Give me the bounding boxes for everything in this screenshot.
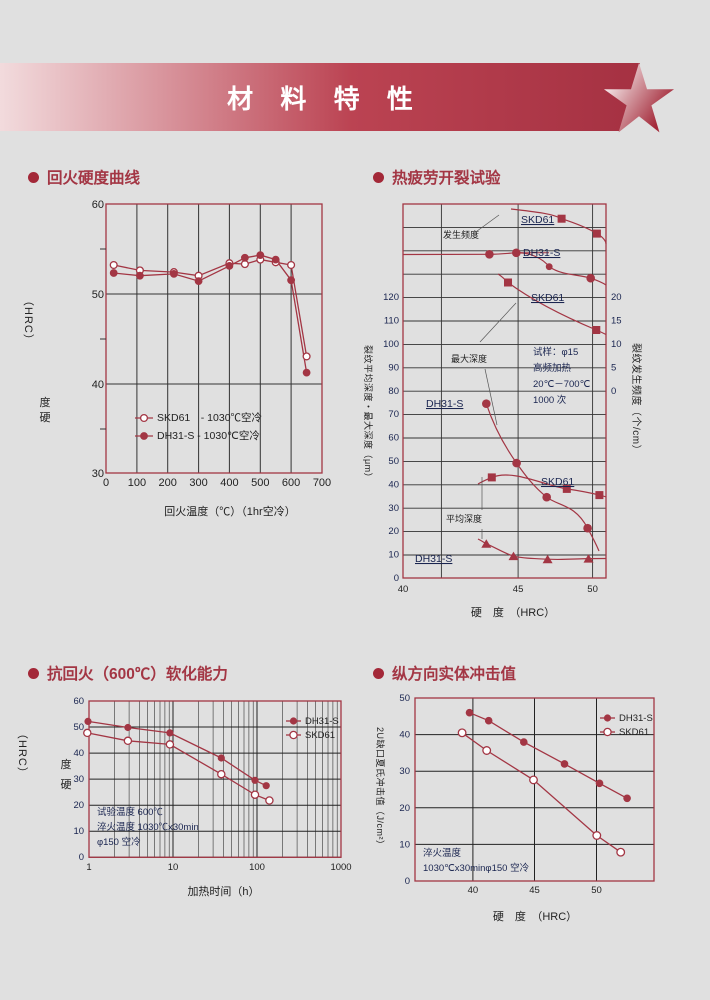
svg-text:600: 600	[282, 477, 300, 489]
svg-text:60: 60	[73, 695, 84, 706]
svg-text:SKD61: SKD61	[521, 214, 554, 226]
svg-text:10: 10	[611, 339, 622, 350]
svg-text:100: 100	[249, 861, 265, 872]
svg-text:30: 30	[399, 766, 410, 777]
svg-text:90: 90	[388, 362, 399, 373]
svg-text:1030℃x30minφ150 空冷: 1030℃x30minφ150 空冷	[423, 862, 530, 874]
svg-text:45: 45	[513, 584, 524, 595]
svg-text:DH31-S: DH31-S	[619, 713, 653, 724]
svg-text:试验温度 600℃: 试验温度 600℃	[97, 805, 163, 817]
svg-text:10: 10	[167, 861, 178, 872]
svg-text:φ150 空冷: φ150 空冷	[97, 835, 141, 847]
svg-text:10: 10	[399, 839, 410, 850]
svg-text:30: 30	[73, 773, 84, 784]
svg-text:10: 10	[388, 550, 399, 561]
svg-text:淬火温度 1030℃x30min: 淬火温度 1030℃x30min	[97, 820, 199, 832]
svg-text:SKD61: SKD61	[531, 292, 564, 304]
svg-text:45: 45	[529, 885, 540, 896]
svg-text:DH31-S - 1030℃空冷: DH31-S - 1030℃空冷	[157, 429, 260, 442]
svg-text:200: 200	[159, 477, 177, 489]
svg-text:50: 50	[388, 456, 399, 467]
svg-text:60: 60	[92, 200, 104, 211]
svg-text:平均深度: 平均深度	[446, 513, 482, 524]
svg-text:110: 110	[384, 316, 399, 327]
svg-text:0: 0	[103, 477, 109, 489]
svg-text:40: 40	[388, 479, 399, 490]
svg-text:DH31-S: DH31-S	[523, 247, 560, 259]
svg-text:10: 10	[73, 825, 84, 836]
svg-text:40: 40	[398, 584, 409, 595]
svg-text:0: 0	[394, 573, 399, 584]
svg-text:最大深度: 最大深度	[451, 353, 487, 364]
svg-text:20: 20	[73, 799, 84, 810]
svg-text:70: 70	[388, 409, 399, 420]
svg-text:30: 30	[388, 503, 399, 514]
svg-text:20℃－700℃: 20℃－700℃	[533, 379, 591, 390]
svg-text:淬火温度: 淬火温度	[423, 847, 462, 859]
svg-text:120: 120	[383, 292, 399, 303]
svg-text:40: 40	[468, 885, 479, 896]
svg-text:20: 20	[388, 526, 399, 537]
svg-text:1: 1	[86, 861, 91, 872]
svg-text:试样：φ15: 试样：φ15	[533, 346, 578, 358]
svg-text:80: 80	[388, 386, 399, 397]
svg-text:1000: 1000	[330, 861, 351, 872]
svg-text:500: 500	[251, 477, 269, 489]
svg-text:发生频度: 发生频度	[443, 229, 479, 240]
svg-text:50: 50	[92, 289, 104, 301]
svg-text:DH31-S: DH31-S	[426, 398, 463, 410]
svg-text:40: 40	[73, 747, 84, 758]
svg-text:20: 20	[399, 802, 410, 813]
svg-text:SKD61: SKD61	[541, 476, 574, 488]
svg-text:DH31-S: DH31-S	[304, 715, 338, 726]
svg-text:高频加热: 高频加热	[533, 362, 572, 374]
svg-text:700: 700	[313, 477, 331, 489]
svg-text:20: 20	[611, 292, 622, 303]
svg-text:0: 0	[405, 876, 410, 887]
svg-text:5: 5	[611, 362, 616, 373]
svg-text:0: 0	[611, 386, 616, 397]
svg-text:60: 60	[388, 433, 399, 444]
svg-text:DH31-S: DH31-S	[415, 553, 452, 565]
svg-text:50: 50	[73, 721, 84, 732]
svg-text:SKD61: SKD61	[619, 727, 649, 738]
svg-text:100: 100	[128, 477, 146, 489]
svg-text:15: 15	[611, 316, 622, 327]
svg-text:50: 50	[399, 693, 410, 704]
svg-text:40: 40	[92, 379, 104, 391]
svg-text:400: 400	[220, 477, 238, 489]
svg-text:300: 300	[189, 477, 207, 489]
svg-text:50: 50	[587, 584, 598, 595]
svg-text:0: 0	[78, 851, 83, 862]
svg-text:50: 50	[591, 885, 602, 896]
svg-text:1000 次: 1000 次	[533, 394, 567, 406]
svg-text:SKD61: SKD61	[304, 729, 334, 740]
svg-text:SKD61 - 1030℃空冷: SKD61 - 1030℃空冷	[157, 411, 263, 424]
